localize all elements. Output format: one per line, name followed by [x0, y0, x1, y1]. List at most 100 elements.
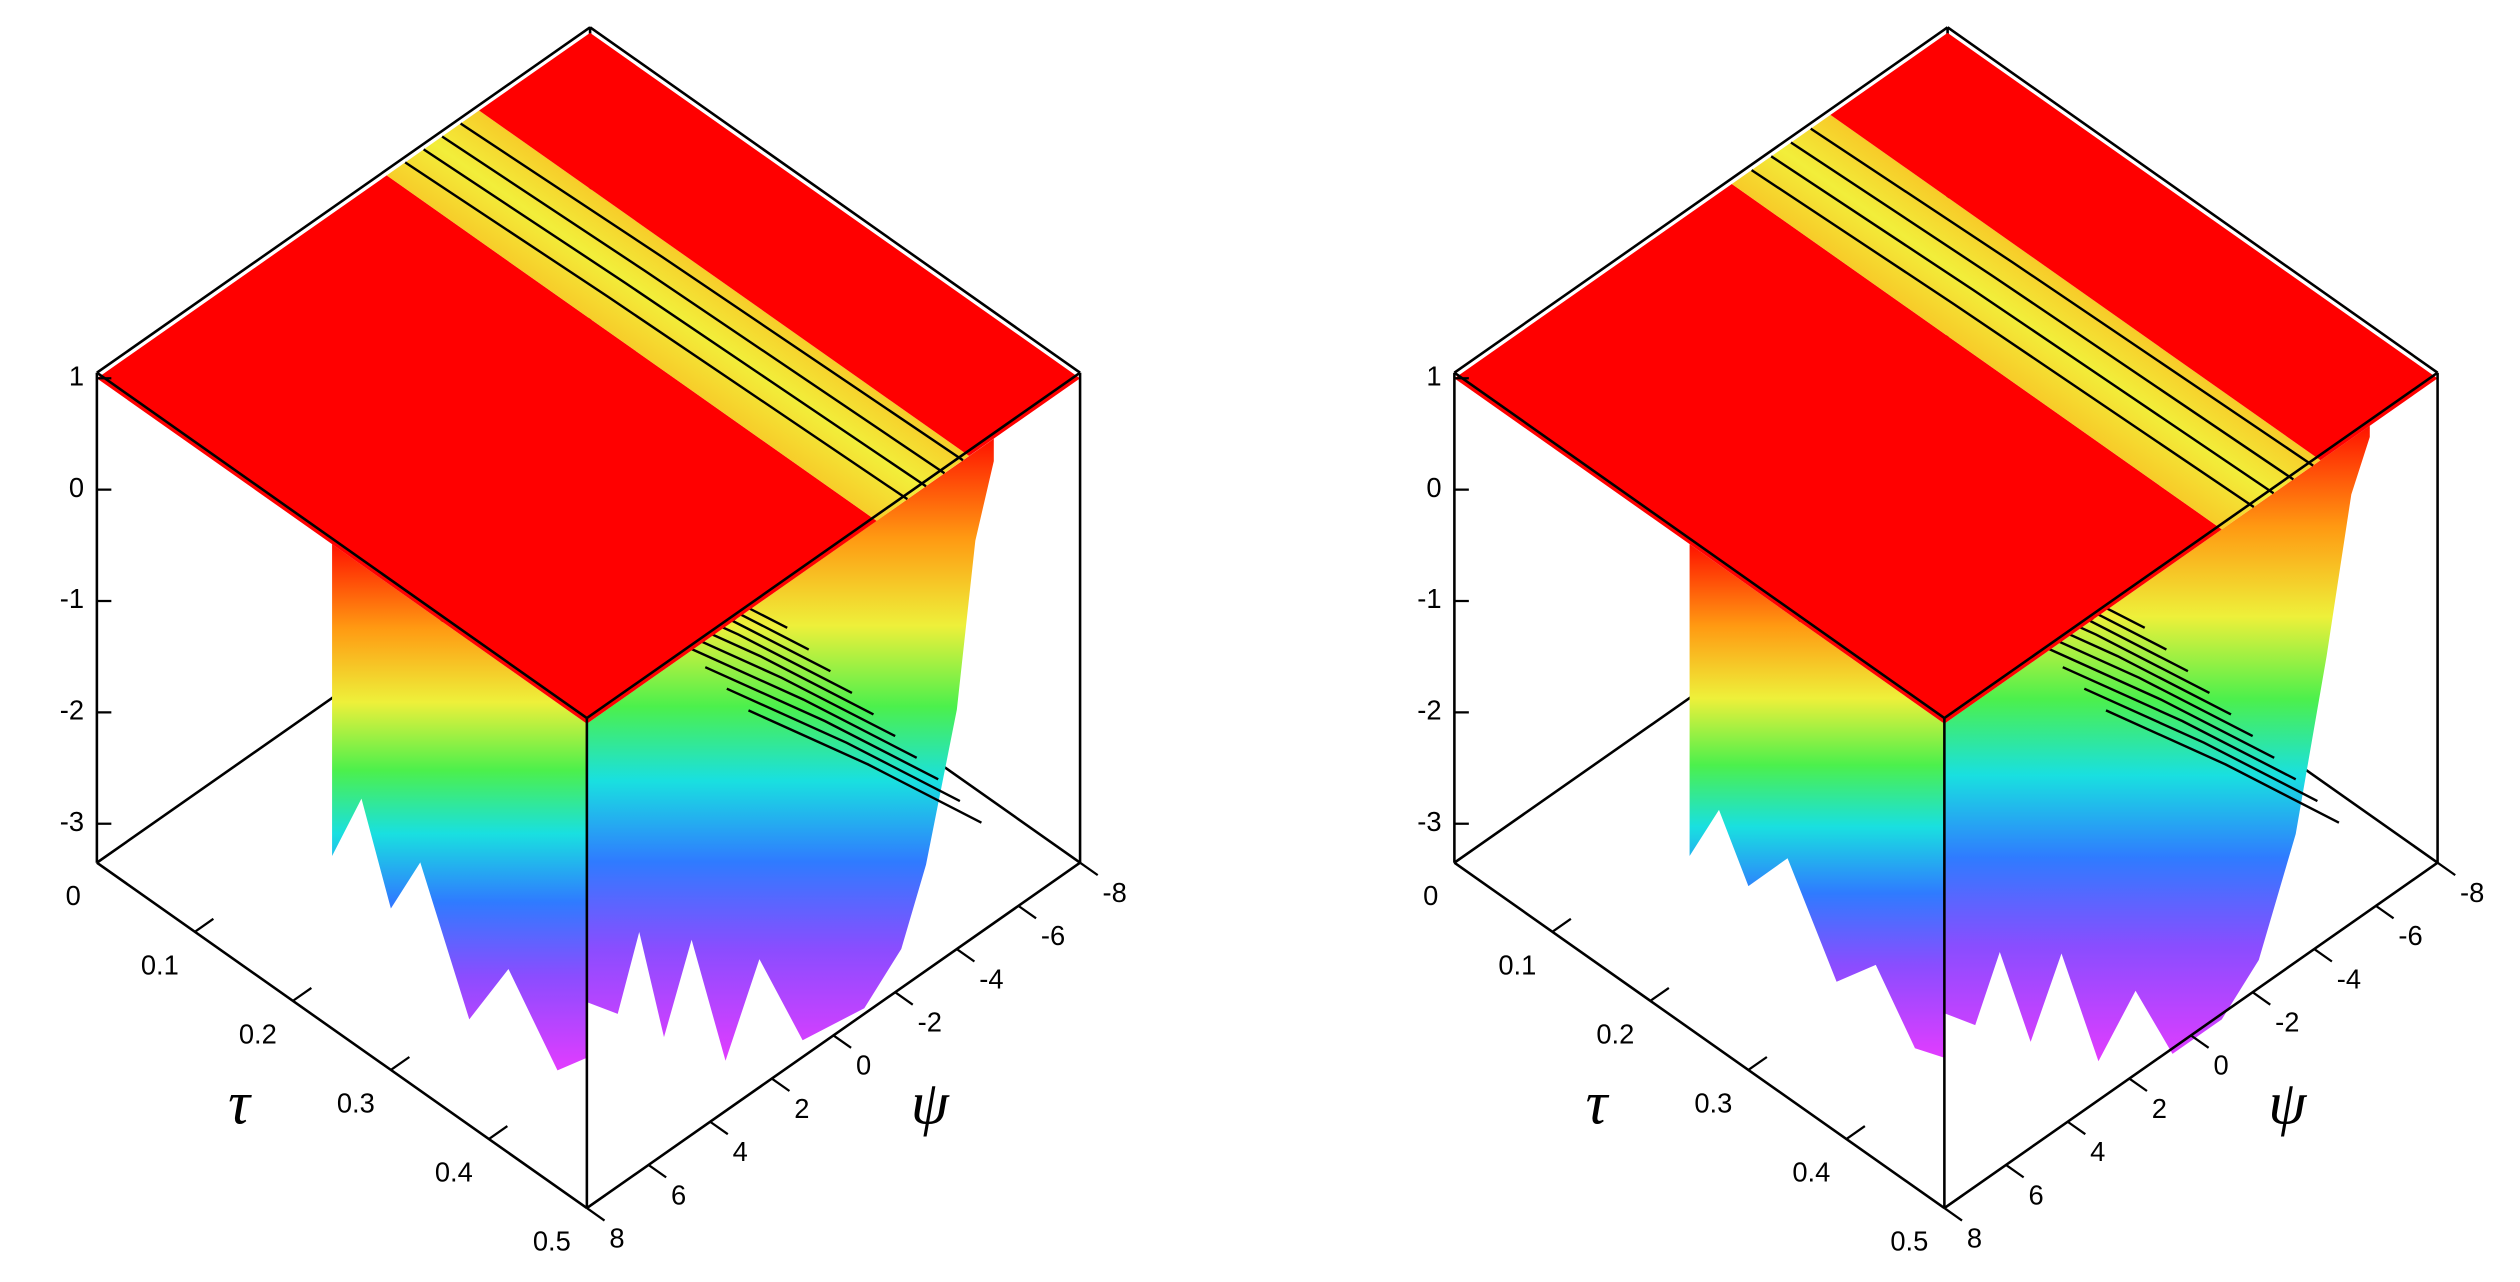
x-tick — [1453, 848, 1474, 864]
box-edge — [1453, 371, 1946, 720]
x-tick — [1551, 917, 1572, 933]
x-tick-label: 0.1 — [1498, 949, 1536, 980]
surface-plot: 1 0 -1 -2 -3 0 0.1 0.2 0.3 0.4 0.5 -8 -6 -4 -2 0 2 4 6 8 τ ψ — [60, 26, 1127, 1257]
surface-plot: 1 0 -1 -2 -3 0 0.1 0.2 0.3 0.4 0.5 -8 -6 -4 -2 0 2 4 6 8 τ ψ — [1417, 26, 2484, 1257]
z-tick-label: -2 — [60, 695, 84, 726]
box-edge — [1453, 861, 1946, 1210]
contour-line — [2062, 666, 2297, 781]
y-tick — [647, 1164, 667, 1179]
x-tick — [292, 986, 313, 1002]
surface-top — [479, 32, 1081, 456]
x-tick-label: 0.5 — [533, 1226, 571, 1257]
contour-line — [2040, 644, 2275, 759]
x-tick-label: 0.4 — [435, 1157, 473, 1188]
x-tick — [1943, 1194, 1964, 1210]
contour-line — [2105, 709, 2340, 824]
box-edge — [96, 26, 591, 374]
x-tick — [96, 848, 117, 864]
contour-line — [1750, 169, 2255, 509]
y-tick-label: -2 — [2275, 1007, 2299, 1038]
y-tick — [1943, 1207, 1963, 1222]
y-tick — [2190, 1034, 2210, 1049]
y-tick — [1017, 904, 1037, 920]
surface-side — [1689, 544, 1945, 1058]
surface-top — [96, 175, 877, 724]
y-tick-label: 0 — [2213, 1050, 2228, 1081]
contour-line — [1810, 127, 2314, 467]
y-tick-label: -6 — [1041, 920, 1065, 951]
z-tick-label: -2 — [1417, 695, 1441, 726]
contour-line — [1790, 141, 2294, 481]
y-tick — [2436, 861, 2456, 877]
y-tick-label: -8 — [1103, 877, 1127, 908]
surface-wall — [586, 438, 994, 1061]
y-tick-label: 6 — [671, 1179, 686, 1210]
contour-line — [726, 687, 961, 803]
box-edge — [586, 371, 1081, 720]
x-tick — [488, 1125, 509, 1140]
box-edge — [1943, 861, 2439, 1210]
x-tick-label: 0.5 — [1890, 1226, 1928, 1257]
y-tick — [2067, 1120, 2086, 1136]
y-tick — [2375, 904, 2395, 920]
y-tick — [2313, 948, 2333, 963]
y-tick — [2005, 1164, 2025, 1179]
contour-line — [422, 148, 927, 488]
x-tick-label: 0.4 — [1792, 1157, 1830, 1188]
y-tick-label: -4 — [979, 963, 1003, 994]
x-axis-label: τ — [228, 1070, 252, 1137]
y-tick-label: 2 — [794, 1093, 809, 1124]
y-tick — [2251, 991, 2271, 1006]
contour-line — [2083, 687, 2318, 803]
y-tick-label: 8 — [609, 1222, 624, 1253]
y-tick — [832, 1034, 852, 1049]
z-tick-label: -3 — [1417, 806, 1441, 837]
x-tick — [1649, 986, 1670, 1002]
surface-top — [1830, 32, 2438, 461]
y-tick-label: 4 — [2090, 1136, 2105, 1167]
box-edge — [1453, 26, 1949, 374]
z-tick-label: -3 — [60, 806, 84, 837]
y-axis-label: ψ — [2268, 1070, 2307, 1137]
y-tick-label: -4 — [2337, 963, 2361, 994]
x-tick-label: 0.1 — [141, 949, 179, 980]
y-tick-label: -6 — [2398, 920, 2422, 951]
x-tick-label: 0 — [1423, 880, 1438, 911]
y-tick — [2128, 1077, 2148, 1092]
y-tick — [894, 991, 914, 1006]
x-tick-label: 0.3 — [1694, 1088, 1732, 1119]
contour-line — [404, 161, 909, 501]
box-edge — [96, 861, 588, 1210]
z-tick-label: 0 — [1426, 472, 1441, 503]
contour-line — [747, 709, 982, 824]
y-tick-label: 4 — [733, 1136, 748, 1167]
x-tick — [1747, 1056, 1768, 1071]
y-tick-label: 6 — [2029, 1179, 2044, 1210]
x-tick — [194, 917, 215, 933]
y-tick-label: 0 — [856, 1050, 871, 1081]
contour-line — [459, 122, 964, 462]
y-axis-label: ψ — [911, 1070, 950, 1137]
x-tick — [390, 1056, 411, 1071]
z-tick-label: 1 — [69, 360, 84, 391]
surface-top — [1454, 183, 2222, 724]
x-tick-label: 0 — [66, 880, 81, 911]
box-edge — [96, 371, 588, 720]
box-edge — [589, 26, 1081, 374]
y-tick — [586, 1207, 606, 1222]
x-tick-label: 0.2 — [239, 1018, 277, 1049]
x-tick-label: 0.3 — [337, 1088, 375, 1119]
y-tick — [771, 1077, 791, 1092]
contour-line — [683, 644, 918, 759]
y-tick — [709, 1120, 729, 1136]
x-tick-label: 0.2 — [1596, 1018, 1634, 1049]
y-tick — [1079, 861, 1099, 877]
z-tick-label: -1 — [1417, 583, 1441, 614]
y-tick-label: 8 — [1967, 1222, 1982, 1253]
z-tick-label: 0 — [69, 472, 84, 503]
z-tick-label: -1 — [60, 583, 84, 614]
contour-line — [441, 135, 946, 475]
box-edge — [1943, 371, 2439, 720]
surface-side — [332, 544, 587, 1071]
